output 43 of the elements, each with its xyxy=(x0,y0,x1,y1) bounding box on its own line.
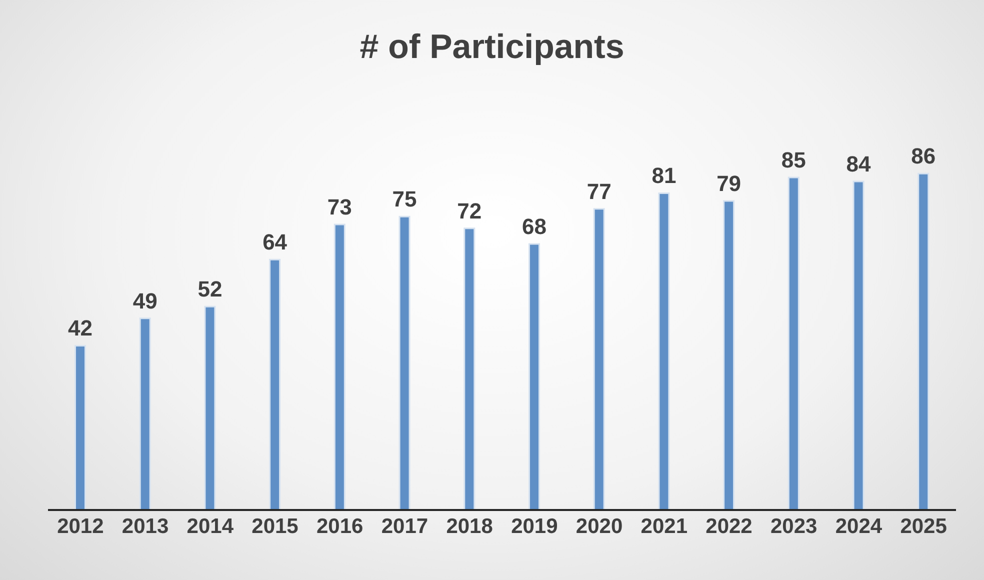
x-tick-label: 2015 xyxy=(252,514,299,538)
x-tick-label: 2023 xyxy=(770,514,818,538)
x-tick-label: 2017 xyxy=(381,514,428,538)
data-label: 64 xyxy=(262,230,288,255)
data-label: 75 xyxy=(392,186,417,212)
data-label: 86 xyxy=(911,144,936,169)
bar xyxy=(852,180,864,511)
bar xyxy=(464,228,476,511)
data-label: 72 xyxy=(457,198,482,224)
x-tick-label: 2012 xyxy=(57,514,104,538)
bar xyxy=(723,200,735,511)
bar xyxy=(593,208,605,511)
data-label: 79 xyxy=(716,171,742,196)
bar xyxy=(658,192,670,511)
data-label: 73 xyxy=(327,194,352,220)
data-label: 42 xyxy=(68,316,92,341)
data-label: 52 xyxy=(198,276,222,302)
bar xyxy=(204,306,216,511)
bar xyxy=(918,172,930,511)
x-tick-label: 2020 xyxy=(576,514,623,538)
bar xyxy=(334,224,346,511)
bar xyxy=(139,318,151,511)
bar xyxy=(398,216,410,511)
chart-title: # of Participants xyxy=(358,28,626,67)
data-label: 77 xyxy=(586,178,612,204)
x-tick-label: 2021 xyxy=(640,514,688,538)
data-label: 84 xyxy=(846,151,872,176)
bar xyxy=(528,243,540,511)
bar xyxy=(788,176,800,511)
x-tick-label: 2025 xyxy=(900,514,948,538)
x-tick-label: 2014 xyxy=(186,514,234,538)
data-label: 68 xyxy=(522,214,546,240)
x-tick-label: 2013 xyxy=(122,514,169,538)
x-tick-label: 2018 xyxy=(446,514,494,538)
x-tick-label: 2019 xyxy=(511,514,558,538)
data-label: 49 xyxy=(132,288,158,314)
bar xyxy=(74,344,86,511)
data-label: 85 xyxy=(781,148,806,173)
bar xyxy=(269,258,281,511)
x-tick-label: 2016 xyxy=(316,514,364,538)
x-tick-label: 2024 xyxy=(835,514,882,538)
data-label: 81 xyxy=(652,163,676,188)
x-tick-label: 2022 xyxy=(706,514,752,538)
